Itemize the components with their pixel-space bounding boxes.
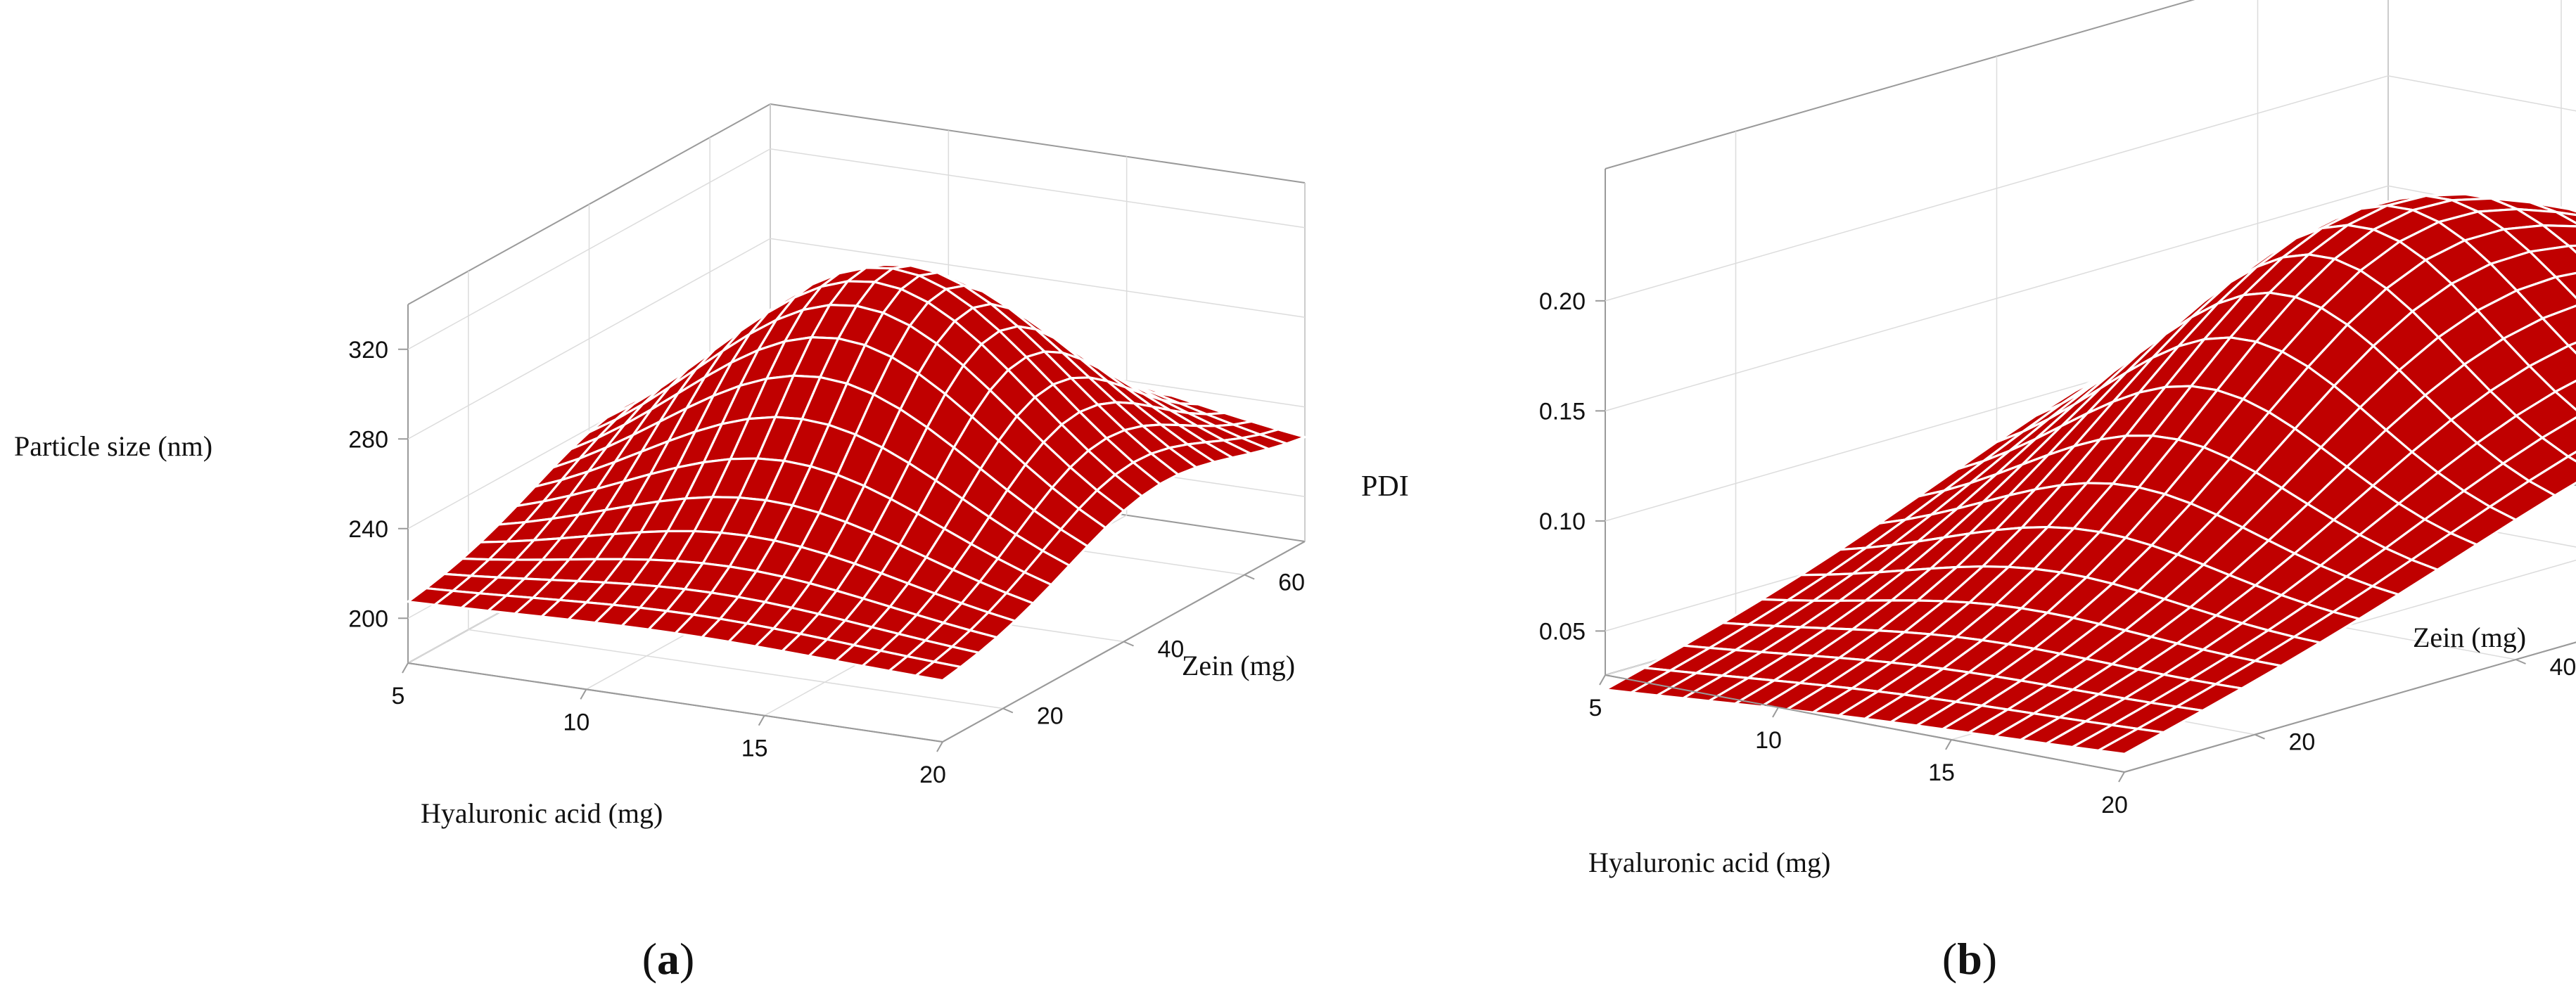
x-tick-label: 20 <box>2101 792 2128 818</box>
svg-text:(b): (b) <box>1942 934 1997 984</box>
z-tick-label: 0.15 <box>1539 398 1586 425</box>
x-tick-mark <box>580 688 587 700</box>
panel-label-a: (a) <box>642 934 695 984</box>
svg-text:(a): (a) <box>642 934 695 984</box>
y-tick-mark <box>2255 733 2265 740</box>
grid-line <box>407 238 771 439</box>
x-tick-mark <box>402 662 409 674</box>
x-tick-mark <box>936 741 943 752</box>
z-tick-label: 0.05 <box>1539 618 1586 645</box>
x-axis-ticks: 5 10 15 20 <box>1589 674 2128 818</box>
y-tick-mark <box>2516 659 2526 664</box>
z-tick-label: 200 <box>348 605 388 632</box>
x-tick-label: 15 <box>1928 759 1955 786</box>
z-tick-label: 320 <box>348 337 388 364</box>
grid-line <box>770 148 1306 229</box>
grid-line <box>770 238 1306 318</box>
x-tick-label: 10 <box>563 709 589 736</box>
y-tick-label: 60 <box>1278 570 1305 596</box>
x-tick-mark <box>1945 739 1952 750</box>
y-tick-label: 40 <box>2550 654 2576 681</box>
y-axis-ticks: 20 40 60 <box>1002 570 1305 730</box>
response-surface <box>407 263 1306 682</box>
z-tick-label: 240 <box>348 516 388 543</box>
x-tick-mark <box>2118 771 2125 783</box>
z-tick-label: 0.10 <box>1539 508 1586 535</box>
panel-label-b: (b) <box>1942 934 1997 984</box>
x-tick-label: 10 <box>1755 727 1782 754</box>
x-axis-label: Hyaluronic acid (mg) <box>421 797 663 829</box>
surface-chart-particle-size: 5 10 15 20 20 40 60 200 240 280 320 Particle siz… <box>14 103 1306 984</box>
y-tick-mark <box>1244 574 1255 580</box>
grid-line <box>407 148 771 350</box>
z-axis-label: PDI <box>1361 470 1409 503</box>
box-edge <box>770 103 1306 184</box>
y-tick-mark <box>1002 707 1014 714</box>
z-axis-label: Particle size (nm) <box>14 430 212 462</box>
grid-line <box>2387 75 2576 112</box>
y-axis-label: Zein (mg) <box>1182 650 1295 681</box>
surface-cell <box>914 660 962 682</box>
y-axis-label: Zein (mg) <box>2413 622 2526 653</box>
x-tick-mark <box>1772 707 1779 718</box>
x-tick-label: 5 <box>1589 695 1602 721</box>
x-tick-label: 20 <box>919 762 946 788</box>
response-surface <box>1604 193 2576 755</box>
y-tick-label: 20 <box>2289 729 2316 756</box>
x-axis-label: Hyaluronic acid (mg) <box>1588 847 1830 878</box>
x-tick-mark <box>1599 674 1606 686</box>
x-tick-label: 15 <box>741 736 768 762</box>
z-tick-label: 0.20 <box>1539 288 1586 315</box>
box-edge <box>407 662 943 743</box>
box-edge <box>1605 674 2125 773</box>
x-tick-mark <box>758 715 765 726</box>
grid-line <box>1605 75 2389 302</box>
grid-line <box>468 629 1003 709</box>
y-tick-label: 40 <box>1158 636 1185 663</box>
x-axis-ticks: 5 10 15 20 <box>392 662 946 788</box>
grid-line <box>1605 185 2389 412</box>
y-tick-label: 20 <box>1037 703 1064 730</box>
z-tick-label: 280 <box>348 426 388 453</box>
y-tick-mark <box>1123 641 1134 647</box>
x-tick-label: 5 <box>392 683 405 709</box>
z-axis-ticks: 0.05 0.10 0.15 0.20 <box>1539 288 1605 645</box>
z-axis-ticks: 200 240 280 320 <box>348 337 408 632</box>
surface-cell <box>2097 727 2165 755</box>
